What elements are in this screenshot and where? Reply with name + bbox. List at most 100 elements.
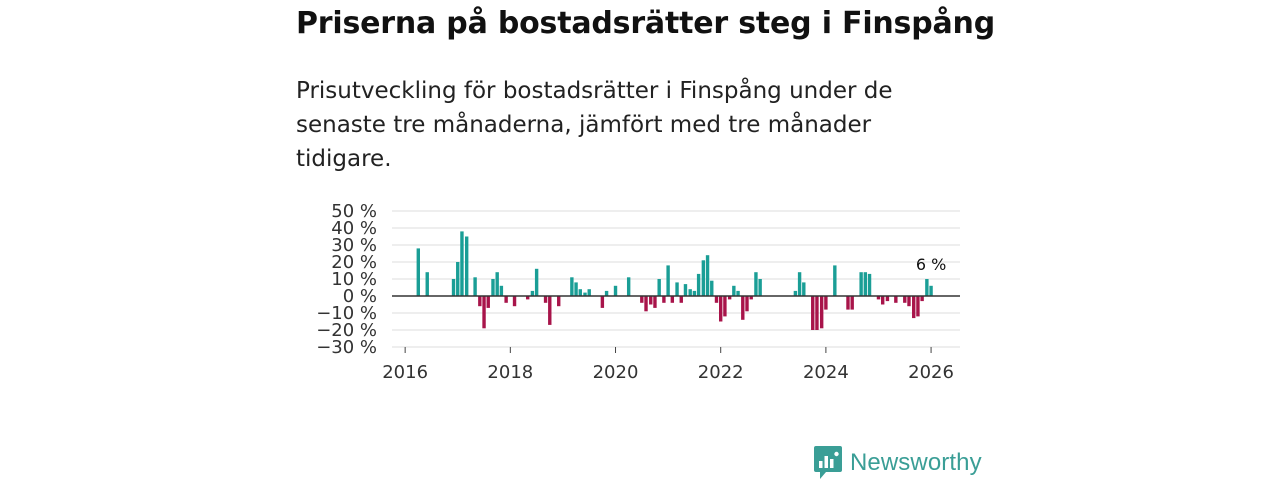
bar-negative	[512, 296, 517, 307]
bar-positive	[530, 290, 535, 296]
bar-positive	[758, 279, 762, 296]
bar-positive	[925, 279, 929, 296]
bar-negative	[741, 296, 745, 320]
y-tick-label: 50 %	[331, 201, 377, 222]
newsworthy-logo-icon	[814, 446, 842, 479]
bar-positive	[666, 265, 670, 296]
bar-negative	[894, 296, 898, 303]
bar-positive	[867, 273, 872, 296]
bar-positive	[534, 268, 539, 296]
bar-positive	[499, 285, 504, 296]
bar-positive	[456, 262, 460, 296]
y-tick-label: −20 %	[316, 320, 377, 341]
bar-positive	[473, 277, 477, 296]
bar-positive	[464, 236, 469, 296]
bar-positive	[613, 285, 618, 296]
bar-positive	[495, 272, 499, 296]
bar-negative	[916, 296, 920, 317]
bar-negative	[640, 296, 644, 303]
bar-positive	[929, 285, 933, 296]
x-tick-label: 2018	[487, 362, 533, 383]
bar-positive	[587, 289, 591, 296]
bar-positive	[416, 248, 420, 296]
page-subtitle: Prisutveckling för bostadsrätter i Finsp…	[296, 78, 893, 172]
bar-negative	[714, 296, 719, 303]
bar-positive	[688, 289, 692, 296]
bar-negative	[482, 296, 486, 329]
bar-positive	[859, 272, 863, 296]
bar-positive	[570, 277, 574, 296]
bar-negative	[920, 296, 924, 302]
y-tick-label: −30 %	[316, 337, 377, 358]
bar-negative	[600, 296, 605, 308]
bar-negative	[679, 296, 683, 303]
newsworthy-logo-text: Newsworthy	[850, 449, 982, 476]
bar-positive	[736, 290, 740, 296]
bar-negative	[670, 296, 675, 303]
bar-series	[416, 231, 933, 330]
bar-negative	[653, 296, 657, 308]
x-tick-label: 2020	[593, 362, 639, 383]
x-tick-label: 2022	[698, 362, 744, 383]
bar-negative	[907, 296, 911, 307]
bar-positive	[692, 290, 697, 296]
bar-negative	[749, 296, 753, 300]
y-tick-label: −10 %	[316, 303, 377, 324]
bar-negative	[745, 296, 749, 312]
annotations: 6 %	[916, 255, 946, 274]
bar-chart: 50 %40 %30 %20 %10 %0 %−10 %−20 %−30 % 2…	[316, 201, 960, 383]
bar-negative	[723, 296, 727, 317]
bar-positive	[451, 279, 456, 296]
bar-negative	[557, 296, 561, 307]
bar-negative	[727, 296, 732, 300]
y-tick-label: 40 %	[331, 218, 377, 239]
bar-negative	[811, 296, 815, 330]
bar-negative	[662, 296, 666, 303]
bar-positive	[626, 277, 631, 296]
bar-negative	[824, 296, 828, 310]
bar-negative	[543, 296, 548, 303]
bar-positive	[696, 273, 701, 296]
y-tick-label: 0 %	[343, 286, 377, 307]
bar-negative	[486, 296, 490, 308]
bar-positive	[683, 284, 688, 296]
bar-positive	[574, 282, 578, 296]
bar-negative	[525, 296, 530, 300]
bar-positive	[657, 279, 661, 296]
bar-negative	[644, 296, 648, 312]
bar-negative	[876, 296, 881, 300]
bar-positive	[583, 292, 587, 296]
bar-positive	[863, 272, 868, 296]
bar-positive	[491, 279, 495, 296]
y-tick-label: 30 %	[331, 235, 377, 256]
bar-negative	[880, 296, 885, 305]
bar-positive	[754, 272, 758, 296]
newsworthy-logo: Newsworthy	[814, 446, 982, 480]
bar-negative	[719, 296, 723, 322]
bar-negative	[815, 296, 819, 330]
x-tick-label: 2024	[803, 362, 849, 383]
x-tick-label: 2026	[908, 362, 954, 383]
y-tick-label: 10 %	[331, 269, 377, 290]
bar-positive	[732, 285, 736, 296]
bar-positive	[802, 282, 806, 296]
bar-positive	[425, 272, 429, 296]
bar-negative	[504, 296, 508, 303]
bar-negative	[819, 296, 824, 329]
bar-negative	[885, 296, 890, 302]
bar-positive	[604, 290, 609, 296]
x-tick-label: 2016	[382, 362, 428, 383]
grid-lines	[392, 210, 960, 348]
page-title: Priserna på bostadsrätter steg i Finspån…	[296, 6, 995, 41]
bar-negative	[478, 296, 482, 307]
bar-negative	[649, 296, 653, 305]
x-axis: 2016 2018 2020 2022 2024 2026	[382, 347, 954, 383]
bar-positive	[793, 290, 798, 296]
bar-negative	[850, 296, 854, 310]
bar-positive	[578, 289, 582, 296]
bar-positive	[701, 260, 706, 296]
bar-positive	[833, 265, 837, 296]
bar-negative	[912, 296, 916, 319]
bar-negative	[548, 296, 552, 325]
